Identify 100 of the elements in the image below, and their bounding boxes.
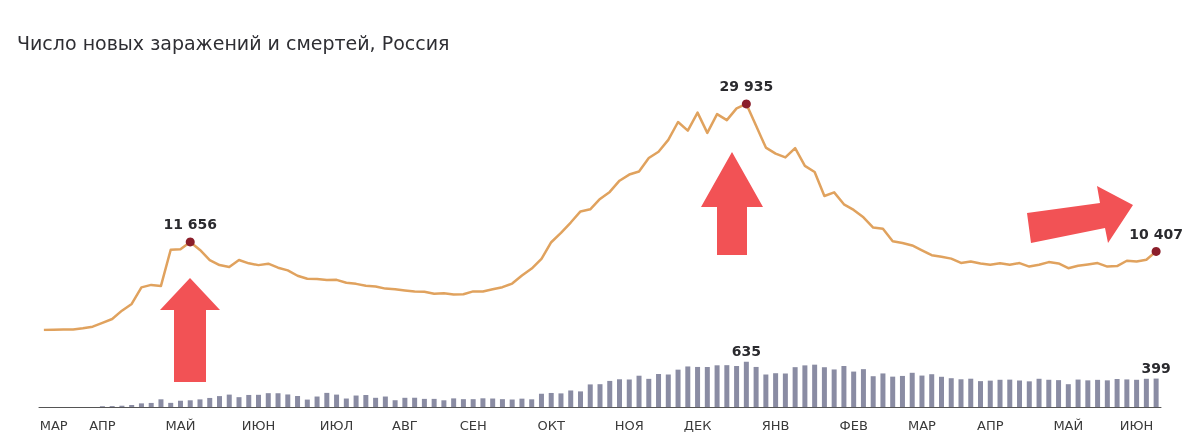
bar: [558, 393, 564, 407]
bar: [1007, 379, 1013, 407]
bar: [421, 398, 427, 407]
bar: [978, 381, 983, 407]
bar: [938, 376, 944, 407]
bar: [1036, 378, 1042, 407]
bar: [538, 393, 544, 407]
bar: [548, 392, 554, 407]
data-label: 11 656: [163, 216, 218, 233]
bar: [373, 397, 379, 407]
bar: [812, 364, 818, 407]
bar: [909, 372, 915, 407]
bar: [460, 399, 466, 407]
bar: [256, 394, 262, 407]
bar: [704, 367, 710, 407]
bar: [148, 402, 154, 407]
bar: [860, 369, 866, 407]
bar: [714, 365, 720, 407]
bar: [880, 373, 886, 407]
bar: [1075, 379, 1081, 407]
bar: [343, 398, 349, 407]
bar: [568, 390, 574, 407]
bar: [187, 400, 193, 407]
bar: [207, 397, 213, 407]
bar: [304, 399, 310, 407]
x-tick-label: МАЙ: [1053, 418, 1084, 433]
bar: [363, 395, 369, 407]
bar: [792, 367, 798, 407]
x-tick-label: ДЕК: [683, 418, 712, 433]
bar: [782, 373, 788, 407]
x-tick-label: ФЕВ: [839, 418, 868, 433]
bar: [870, 376, 876, 407]
bar: [607, 380, 613, 407]
bar: [246, 394, 252, 407]
x-tick-label: ОКТ: [537, 418, 565, 433]
bar: [587, 384, 593, 407]
bar: [753, 366, 759, 407]
bar: [451, 398, 457, 407]
bar: [1026, 381, 1032, 407]
bar: [821, 367, 827, 407]
bar: [1134, 379, 1140, 407]
data-label: 10 407: [1129, 225, 1183, 242]
x-tick-label: ЯНВ: [761, 418, 790, 433]
bar: [275, 393, 281, 407]
chart-title: Число новых заражений и смертей, Россия: [17, 31, 450, 54]
bar: [499, 399, 505, 407]
bar: [626, 379, 632, 407]
bar: [851, 371, 857, 407]
bar: [177, 400, 183, 407]
bar: [743, 361, 749, 407]
bar: [656, 374, 662, 407]
x-tick-label: НОЯ: [614, 418, 644, 433]
bar: [597, 384, 603, 407]
bar: [802, 365, 808, 407]
bar: [734, 366, 740, 407]
bar: [1065, 384, 1071, 407]
bar: [1114, 378, 1120, 407]
x-tick-label: АПР: [977, 418, 1004, 433]
bar: [646, 378, 652, 407]
x-tick-label: АПР: [89, 418, 116, 433]
bar: [412, 397, 418, 407]
bar: [392, 400, 398, 407]
bar: [226, 394, 232, 407]
bar: [577, 391, 583, 407]
bar: [490, 398, 496, 407]
data-label: 635: [731, 342, 761, 359]
bar: [1153, 378, 1159, 407]
bar: [831, 369, 837, 407]
bar: [168, 402, 174, 407]
bar: [763, 374, 769, 407]
bar: [997, 379, 1003, 407]
bar: [265, 393, 271, 407]
bar: [987, 380, 993, 407]
bar: [509, 399, 515, 407]
x-tick-label: МАР: [907, 418, 937, 433]
bar: [1104, 380, 1110, 407]
bar: [1143, 378, 1149, 407]
bar: [724, 365, 730, 407]
bar: [314, 396, 320, 407]
x-tick-label: СЕН: [459, 418, 487, 433]
x-tick-label: АВГ: [391, 418, 418, 433]
bar: [158, 399, 164, 407]
bar: [665, 374, 671, 407]
x-tick-label: МАР: [39, 418, 68, 433]
bar: [197, 399, 203, 407]
bar: [324, 392, 330, 407]
bar: [929, 374, 935, 407]
bar: [1046, 379, 1052, 407]
bar: [285, 394, 291, 407]
bar: [1017, 380, 1023, 407]
bar: [295, 396, 301, 407]
bar: [236, 397, 242, 407]
bar: [529, 399, 535, 407]
bar: [695, 366, 701, 407]
x-tick-label: ИЮН: [241, 418, 276, 433]
bar: [217, 396, 222, 407]
bar: [402, 397, 408, 407]
bar: [685, 366, 691, 407]
data-label: 399: [1141, 359, 1171, 376]
bar: [675, 369, 681, 407]
